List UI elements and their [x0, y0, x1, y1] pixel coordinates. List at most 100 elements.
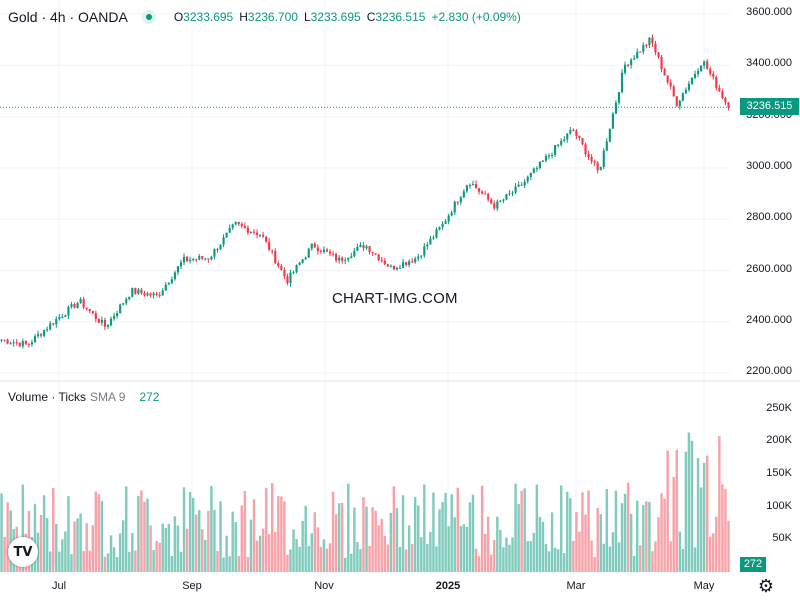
candle-body — [672, 86, 675, 97]
volume-bar — [258, 535, 262, 572]
candle-body — [438, 227, 441, 230]
volume-legend[interactable]: Volume · Ticks SMA 9 272 — [8, 390, 159, 404]
volume-bar — [693, 547, 697, 572]
candle-body — [459, 197, 462, 203]
candle-body — [201, 256, 204, 259]
volume-bar — [447, 526, 450, 572]
candle-body — [36, 334, 40, 337]
candle-body — [505, 194, 508, 200]
volume-bar — [608, 546, 612, 572]
candle-body — [575, 130, 578, 136]
candle-body — [408, 261, 411, 265]
candle-body — [216, 249, 219, 251]
candle-body — [636, 51, 639, 59]
volume-bar — [350, 553, 353, 572]
candle-body — [155, 293, 158, 295]
volume-bar — [410, 543, 414, 572]
candle-body — [477, 188, 481, 192]
volume-bar — [499, 529, 502, 572]
candle-body — [709, 68, 712, 74]
candle-body — [608, 128, 611, 142]
candle-body — [12, 342, 15, 344]
volume-bar — [121, 520, 125, 572]
volume-bar — [383, 535, 386, 572]
volume-bar — [532, 532, 536, 572]
volume-bar — [648, 501, 651, 572]
symbol-title[interactable]: Gold · 4h · OANDA — [8, 9, 128, 25]
candle-body — [547, 155, 551, 157]
candle-body — [474, 184, 478, 189]
candle-body — [706, 61, 709, 69]
volume-bar — [629, 513, 633, 572]
candle-body — [185, 256, 189, 262]
candle-body — [64, 315, 67, 318]
candle-body — [593, 161, 596, 163]
volume-bar — [304, 505, 307, 572]
candle-body — [502, 199, 505, 201]
candle-body — [350, 256, 353, 258]
volume-bar — [623, 493, 627, 572]
volume-bar — [210, 485, 213, 572]
candle-body — [617, 92, 621, 103]
volume-bar — [687, 432, 691, 572]
volume-bar — [712, 533, 715, 572]
volume-bar — [474, 548, 478, 572]
candle-body — [103, 319, 107, 327]
tradingview-logo[interactable]: TV — [8, 537, 38, 567]
candle-body — [700, 65, 703, 72]
gear-icon[interactable]: ⚙ — [757, 576, 775, 596]
candle-body — [633, 58, 636, 60]
candle-body — [511, 192, 514, 194]
volume-bar — [398, 547, 402, 572]
volume-bar — [198, 510, 201, 572]
volume-bar — [316, 527, 320, 572]
volume-bar — [170, 555, 174, 572]
candle-body — [237, 221, 240, 224]
candle-body — [335, 253, 338, 261]
volume-bar — [79, 513, 82, 572]
volume-tick-150k: 150K — [766, 467, 792, 479]
open-key: O — [173, 10, 184, 24]
volume-bar — [657, 517, 660, 572]
candle-body — [210, 256, 213, 260]
volume-bar — [353, 507, 356, 572]
volume-bar — [718, 436, 721, 572]
candle-body — [97, 318, 100, 323]
candle-body — [88, 308, 91, 312]
volume-bar — [97, 494, 101, 572]
volume-bar — [274, 531, 277, 572]
candle-body — [122, 303, 125, 305]
candle-body — [529, 172, 532, 177]
candle-body — [678, 100, 681, 107]
volume-bar — [681, 548, 685, 572]
candle-body — [76, 303, 79, 308]
candle-body — [535, 168, 538, 170]
price-tick-2800: 2800.000 — [746, 211, 792, 223]
candle-body — [43, 330, 46, 336]
volume-bar — [663, 498, 666, 572]
candle-body — [587, 154, 590, 157]
time-tick-nov: Nov — [314, 580, 334, 592]
volume-bar — [325, 548, 329, 572]
volume-bar — [213, 509, 216, 572]
volume-bar — [33, 504, 37, 572]
candle-body — [687, 83, 691, 90]
volume-bar — [301, 520, 304, 572]
candle-body — [265, 236, 268, 242]
volume-bar — [359, 549, 362, 572]
candle-body — [116, 313, 119, 317]
candle-body — [414, 258, 417, 263]
volume-bar — [395, 508, 399, 572]
candle-body — [73, 304, 76, 308]
candle-body — [490, 199, 493, 204]
low-value: 3233.695 — [310, 10, 361, 24]
candle-body — [225, 232, 228, 238]
candle-body — [395, 267, 399, 270]
candle-body — [3, 339, 6, 341]
price-tick-2600: 2600.000 — [746, 263, 792, 275]
volume-bar — [690, 440, 694, 572]
volume-bar — [535, 484, 539, 572]
candle-body — [143, 293, 146, 296]
volume-bar — [377, 525, 380, 572]
